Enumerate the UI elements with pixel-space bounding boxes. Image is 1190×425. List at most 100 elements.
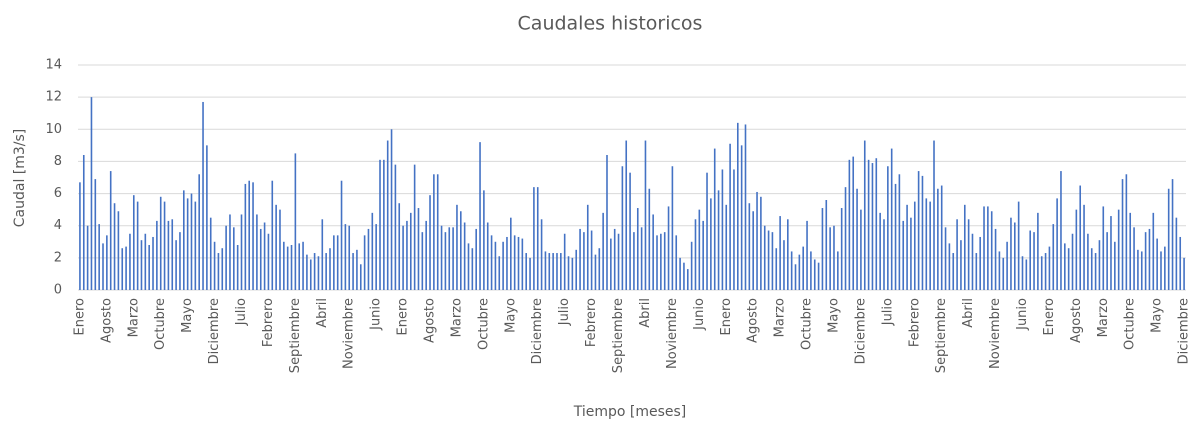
bar [894, 183, 897, 290]
bar [471, 248, 474, 290]
x-tick-label: Diciembre [530, 298, 545, 364]
bar [152, 236, 154, 290]
x-tick-label: Junio [692, 298, 707, 331]
bar [98, 224, 100, 290]
bar [256, 214, 258, 290]
bar [971, 233, 974, 290]
bar [298, 243, 301, 290]
bar [333, 235, 335, 290]
bar [760, 196, 762, 290]
y-tick-label: 2 [54, 250, 62, 265]
bar [375, 224, 377, 290]
bar [413, 164, 416, 290]
bar [544, 251, 547, 290]
bar [863, 140, 866, 290]
bar [890, 148, 893, 290]
bar [132, 195, 135, 290]
bar [752, 211, 754, 290]
bar [275, 204, 277, 290]
bar [917, 171, 920, 290]
x-tick-label: Agosto [99, 298, 114, 343]
bar [379, 159, 381, 290]
bar [283, 241, 285, 290]
x-tick-label: Noviembre [342, 298, 357, 369]
bar [1098, 240, 1101, 290]
bar [575, 249, 578, 290]
bar [363, 235, 366, 290]
bar [506, 236, 508, 290]
bar [556, 253, 558, 290]
bar [198, 174, 200, 290]
bar [359, 264, 362, 290]
bar [279, 209, 281, 290]
bar [129, 233, 131, 290]
x-tick-label: Diciembre [1177, 298, 1190, 364]
bar [367, 228, 370, 290]
bar [829, 227, 831, 290]
x-axis-title: Tiempo [meses] [573, 404, 687, 420]
bar [1133, 227, 1135, 290]
bar [356, 249, 358, 290]
bar [475, 228, 477, 290]
bar [1064, 243, 1066, 290]
bar [82, 155, 85, 290]
bar [998, 251, 1001, 290]
bar [233, 227, 235, 290]
bar [86, 225, 89, 290]
bar [1094, 253, 1097, 290]
y-tick-label: 8 [54, 154, 62, 169]
bar [221, 248, 224, 290]
bar [209, 217, 212, 290]
bar [598, 248, 601, 290]
bar [833, 225, 835, 290]
bar [529, 257, 531, 290]
bar [844, 187, 847, 290]
bar [660, 233, 662, 290]
bar [1164, 246, 1166, 290]
bar [213, 241, 216, 290]
bar [617, 233, 620, 290]
bar [767, 230, 770, 290]
x-tick-label: Marzo [1096, 298, 1111, 337]
bar [106, 235, 108, 290]
bar [125, 246, 127, 290]
y-tick-label: 4 [54, 218, 62, 233]
bar [371, 212, 374, 290]
bar [1040, 256, 1043, 290]
x-tick-label: Agosto [1069, 298, 1084, 343]
bar [440, 225, 443, 290]
x-tick-label: Agosto [746, 298, 761, 343]
bar [1013, 222, 1016, 290]
bar [1087, 233, 1089, 290]
bar [486, 222, 489, 290]
bar [856, 188, 858, 290]
bar [159, 196, 162, 290]
bar [156, 220, 158, 290]
bar [733, 169, 735, 290]
bar [794, 264, 797, 290]
bar [398, 203, 401, 290]
x-tick-label: Mayo [1150, 298, 1165, 333]
bar [802, 246, 805, 290]
bar [1044, 253, 1047, 290]
chart-title: Caudales historicos [518, 13, 703, 35]
bar [860, 209, 862, 290]
bar [952, 253, 955, 290]
bar [417, 208, 420, 290]
bar [167, 220, 170, 290]
bar [290, 245, 293, 290]
bar [771, 232, 774, 290]
bar [344, 224, 347, 290]
bar [1079, 185, 1082, 290]
bar [179, 232, 181, 290]
bar [717, 190, 720, 290]
bar [206, 145, 208, 290]
bar [113, 203, 116, 290]
bar [136, 201, 139, 290]
bar [944, 227, 947, 290]
bar [267, 233, 270, 290]
bar [610, 238, 612, 290]
bar [648, 188, 651, 290]
bar [325, 253, 327, 290]
bar [763, 225, 766, 290]
